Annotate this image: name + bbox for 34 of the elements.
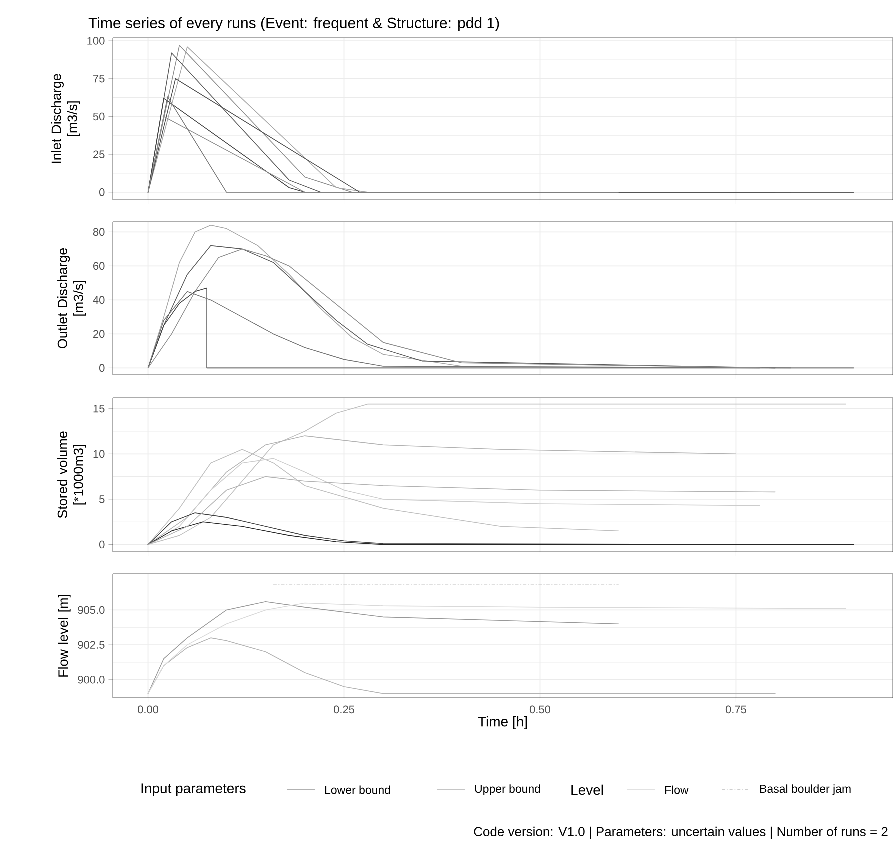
y-tick-label: 60 (94, 262, 105, 270)
x-tick-label: 0.25 (334, 706, 354, 714)
y-tick-label: 75 (94, 75, 105, 83)
x-tick-label: 0.00 (138, 706, 159, 714)
chart-title: Time series of every runs (Event: frequent & Structure: pdd 1) (88, 17, 500, 32)
y-axis-title: Stored volume [*1000m3] (58, 432, 86, 518)
y-tick-label: 40 (93, 296, 105, 304)
y-tick-label: 15 (94, 405, 105, 413)
y-tick-label: 10 (94, 450, 105, 458)
y-tick-label: 100 (88, 37, 105, 45)
y-tick-label: 0 (100, 188, 105, 196)
legend-title: Input parameters (142, 784, 246, 796)
y-tick-label: 20 (94, 330, 105, 338)
y-tick-label: 25 (94, 150, 105, 158)
y-axis-title: Flow level [m] (58, 594, 71, 677)
y-tick-label: 905.0 (78, 606, 105, 614)
text: Level (572, 784, 604, 796)
legend-label: Flow (665, 786, 689, 794)
y-tick-label: 5 (100, 496, 105, 504)
y-tick-label: 900.0 (78, 676, 105, 684)
y-tick-label: 80 (93, 228, 105, 236)
x-tick-label: 0.75 (726, 706, 746, 714)
y-tick-label: 0 (100, 364, 105, 372)
legend-label: Basal boulder jam (760, 784, 851, 796)
legend-label: Lower bound (325, 786, 390, 794)
text: Code version: V1.0 | Parameters: uncertain values | Number of runs = 2 (474, 826, 888, 840)
y-axis-title: Outlet Discharge [m3/s] (58, 248, 86, 348)
y-tick-label: 0 (100, 540, 105, 549)
y-axis-title: Inlet Discharge [m3/s] (51, 74, 80, 164)
x-tick-label: 0.50 (530, 706, 551, 714)
legend-label: Upper bound (475, 784, 540, 796)
y-tick-label: 902.5 (78, 641, 105, 649)
x-axis-title: Time [h] (478, 716, 528, 730)
y-tick-label: 50 (93, 112, 105, 121)
